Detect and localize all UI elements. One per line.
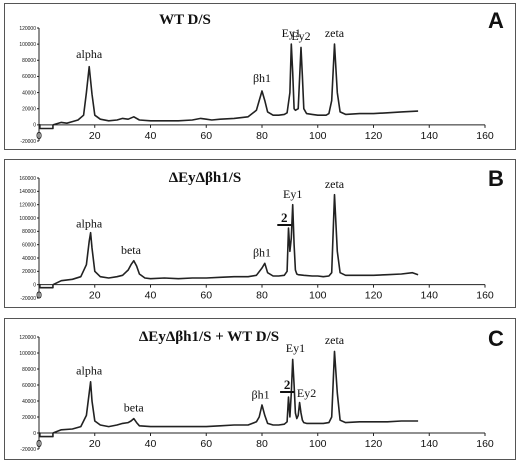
- peak-annotation: beta: [124, 400, 145, 414]
- y-tick-label: 60000: [22, 242, 36, 248]
- x-tick-label: 100: [309, 130, 327, 142]
- y-tick-label: 120000: [19, 26, 36, 32]
- y-tick-label: 40000: [22, 399, 36, 405]
- y-tick-label: 120000: [19, 335, 36, 341]
- series-line: [52, 350, 419, 434]
- peak-annotation: βh1: [252, 388, 270, 402]
- x-tick-label: 160: [476, 438, 494, 450]
- y-tick-label: 100000: [19, 216, 36, 222]
- chart-a-svg: -200000200004000060000800001000001200000…: [19, 8, 504, 145]
- y-tick-label: 0: [33, 431, 36, 437]
- y-tick-label: 120000: [19, 202, 36, 208]
- x-tick-label: 80: [256, 290, 268, 302]
- x-tick-label: 160: [476, 290, 494, 302]
- x-tick-label: 140: [420, 290, 438, 302]
- peak-annotation: 2: [281, 210, 288, 225]
- y-tick-label: 160000: [19, 176, 36, 182]
- x-tick-label: 0: [36, 290, 42, 302]
- y-tick-label: 80000: [22, 58, 36, 64]
- panel-letter: B: [488, 166, 504, 191]
- chart-panel-c: -20000 0 20000 40000 60000 80000 100000 120000 0…: [4, 318, 516, 460]
- peak-annotation: zeta: [325, 333, 345, 347]
- chart-panel-b: -20000 0 20000 40000 60000 80000 100000 120000 1…: [4, 159, 516, 308]
- baseline-dip: [39, 432, 54, 438]
- chart-panel-a: -20000 0 20000 40000 60000 80000 100000 120000 0…: [4, 3, 516, 150]
- chart-title: ΔEyΔβh1/S: [169, 170, 242, 186]
- peak-annotation: βh1: [253, 246, 271, 260]
- panel-letter: A: [488, 8, 504, 33]
- y-tick-label: 0: [33, 282, 36, 288]
- x-tick-label: 20: [89, 130, 101, 142]
- peak-annotation: alpha: [76, 364, 103, 378]
- chart-title: ΔEyΔβh1/S + WT D/S: [139, 329, 279, 345]
- series-line: [52, 43, 419, 126]
- y-tick-label: 0: [33, 123, 36, 129]
- y-tick-label: 60000: [22, 383, 36, 389]
- chart-b-svg: -200000200004000060000800001000001200001…: [19, 166, 504, 302]
- y-tick-label: -20000: [20, 296, 36, 302]
- baseline-dip: [39, 124, 54, 130]
- peak-annotation: Ey1: [282, 26, 301, 40]
- peak-annotation: Ey1: [286, 341, 305, 355]
- y-tick-label: 80000: [22, 229, 36, 235]
- x-tick-label: 20: [89, 290, 101, 302]
- peak-annotation: 2: [284, 377, 291, 392]
- x-tick-label: 140: [420, 130, 438, 142]
- x-tick-label: 100: [309, 438, 327, 450]
- x-tick-label: 160: [476, 130, 494, 142]
- peak-annotation: beta: [121, 243, 142, 257]
- series-line: [52, 193, 419, 286]
- peak-annotation: zeta: [325, 26, 345, 40]
- chart-c-svg: -200000200004000060000800001000001200000…: [19, 326, 504, 453]
- y-tick-label: 80000: [22, 367, 36, 373]
- x-tick-label: 140: [420, 438, 438, 450]
- x-tick-label: 60: [200, 290, 212, 302]
- x-tick-label: 80: [256, 438, 268, 450]
- y-tick-label: 60000: [22, 74, 36, 80]
- x-tick-label: 60: [200, 130, 212, 142]
- x-tick-label: 40: [145, 438, 157, 450]
- y-tick-label: 140000: [19, 189, 36, 195]
- peak-annotation: Ey2: [297, 386, 316, 400]
- chart-title: WT D/S: [159, 12, 211, 28]
- y-tick-label: 100000: [19, 351, 36, 357]
- x-tick-label: 0: [36, 438, 42, 450]
- x-tick-label: 40: [145, 130, 157, 142]
- x-tick-label: 100: [309, 290, 327, 302]
- x-tick-label: 60: [200, 438, 212, 450]
- y-tick-label: 40000: [22, 256, 36, 262]
- peak-annotation: zeta: [325, 177, 345, 191]
- y-tick-label: 100000: [19, 42, 36, 48]
- panel-letter: C: [488, 326, 504, 351]
- peak-annotation: alpha: [76, 47, 103, 61]
- y-tick-label: -20000: [20, 447, 36, 453]
- x-tick-label: 120: [365, 290, 383, 302]
- y-tick-label: 20000: [22, 269, 36, 275]
- x-tick-label: 40: [145, 290, 157, 302]
- y-tick-label: -20000: [20, 139, 36, 145]
- x-tick-label: 20: [89, 438, 101, 450]
- y-tick-label: 40000: [22, 90, 36, 96]
- y-tick-label: 20000: [22, 415, 36, 421]
- peak-annotation: Ey2: [291, 29, 310, 43]
- x-tick-label: 80: [256, 130, 268, 142]
- baseline-dip: [39, 283, 54, 289]
- x-tick-label: 0: [36, 130, 42, 142]
- peak-annotation: alpha: [76, 216, 103, 230]
- x-tick-label: 120: [365, 130, 383, 142]
- y-tick-label: 20000: [22, 107, 36, 113]
- x-tick-label: 120: [365, 438, 383, 450]
- peak-annotation: βh1: [253, 71, 271, 85]
- peak-annotation: Ey1: [283, 187, 302, 201]
